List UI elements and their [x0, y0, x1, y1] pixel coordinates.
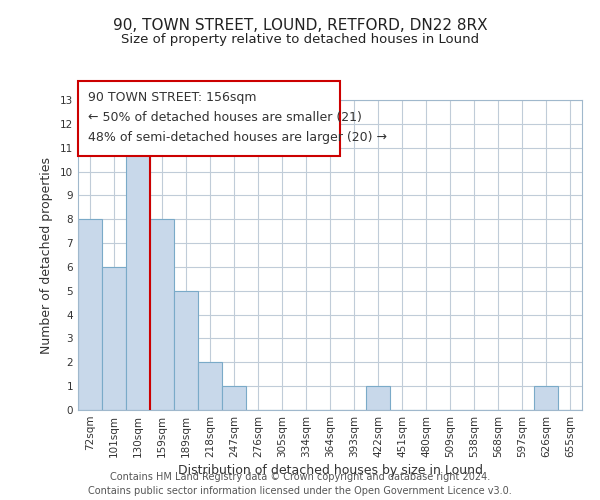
Bar: [78, 219, 102, 410]
Bar: [174, 291, 198, 410]
Text: 90 TOWN STREET: 156sqm: 90 TOWN STREET: 156sqm: [88, 90, 257, 104]
FancyBboxPatch shape: [78, 82, 340, 156]
Text: 90, TOWN STREET, LOUND, RETFORD, DN22 8RX: 90, TOWN STREET, LOUND, RETFORD, DN22 8R…: [113, 18, 487, 32]
Text: Contains public sector information licensed under the Open Government Licence v3: Contains public sector information licen…: [88, 486, 512, 496]
Text: 48% of semi-detached houses are larger (20) →: 48% of semi-detached houses are larger (…: [88, 131, 387, 144]
Bar: [102, 267, 126, 410]
Text: ← 50% of detached houses are smaller (21): ← 50% of detached houses are smaller (21…: [88, 111, 362, 124]
Text: Size of property relative to detached houses in Lound: Size of property relative to detached ho…: [121, 32, 479, 46]
Bar: [366, 386, 390, 410]
Bar: [222, 386, 246, 410]
Bar: [150, 219, 174, 410]
Text: Contains HM Land Registry data © Crown copyright and database right 2024.: Contains HM Land Registry data © Crown c…: [110, 472, 490, 482]
X-axis label: Distribution of detached houses by size in Lound: Distribution of detached houses by size …: [178, 464, 482, 477]
Bar: [126, 148, 150, 410]
Bar: [534, 386, 558, 410]
Bar: [198, 362, 222, 410]
Y-axis label: Number of detached properties: Number of detached properties: [40, 156, 53, 354]
